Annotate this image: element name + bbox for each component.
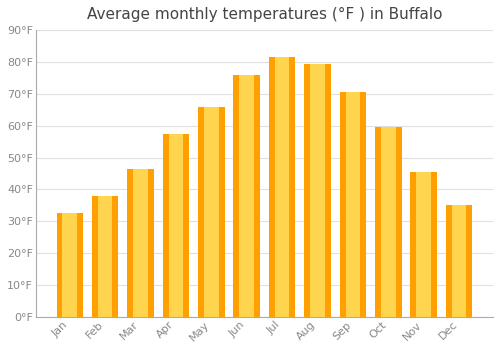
Bar (416, 172, 431, 317)
Bar (446, 205, 472, 317)
Bar (62, 213, 77, 317)
Bar (340, 92, 366, 317)
Bar (162, 134, 189, 317)
Bar (198, 106, 224, 317)
Bar (56, 213, 83, 317)
Bar (269, 57, 295, 317)
Bar (234, 75, 260, 317)
Bar (133, 169, 148, 317)
Bar (304, 64, 330, 317)
Bar (92, 196, 118, 317)
Bar (381, 127, 396, 317)
Bar (275, 57, 289, 317)
Bar (410, 172, 437, 317)
Bar (240, 75, 254, 317)
Bar (346, 92, 360, 317)
Bar (128, 169, 154, 317)
Bar (452, 205, 466, 317)
Bar (98, 196, 112, 317)
Bar (310, 64, 325, 317)
Bar (375, 127, 402, 317)
Bar (168, 134, 183, 317)
Title: Average monthly temperatures (°F ) in Buffalo: Average monthly temperatures (°F ) in Bu… (86, 7, 442, 22)
Bar (204, 106, 218, 317)
